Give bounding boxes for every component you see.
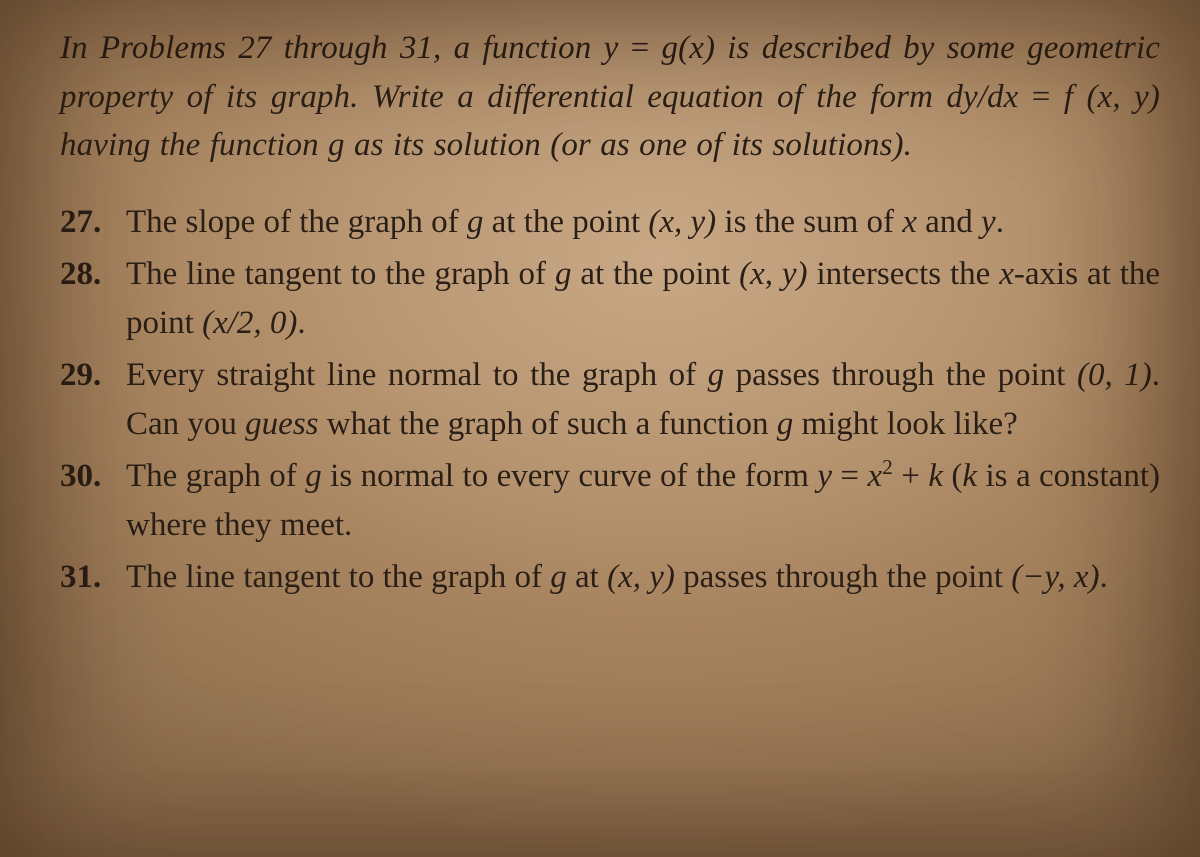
text: having the function [60, 127, 328, 163]
text: . [1100, 559, 1108, 595]
math-point: (x/2, 0) [202, 305, 297, 341]
math-y: y [981, 204, 996, 240]
text: at the point [571, 256, 739, 292]
problem-number: 29. [60, 351, 126, 400]
problem-number: 28. [60, 250, 126, 299]
math-dydx: dy/dx [946, 79, 1018, 115]
math-point: (0, 1) [1077, 357, 1152, 393]
text: is the sum of [716, 204, 902, 240]
text: is normal to every curve of the form [322, 458, 818, 494]
math-g: g [467, 204, 484, 240]
text: The line tangent to the graph of [126, 256, 555, 292]
problem-text: Every straight line normal to the graph … [126, 351, 1160, 448]
text: what the graph of such a function [319, 406, 777, 442]
problem-30: 30. The graph of g is normal to every cu… [60, 452, 1160, 549]
text: = [1018, 79, 1064, 115]
problem-number: 30. [60, 452, 126, 501]
math-x: x [999, 256, 1014, 292]
text: The line tangent to the graph of [126, 559, 550, 595]
text: passes through the point [724, 357, 1077, 393]
emphasis-guess: guess [245, 406, 318, 442]
text: . [297, 305, 305, 341]
text: In Problems 27 through 31, a function [60, 30, 604, 66]
text: intersects the [808, 256, 1000, 292]
math-gx: g(x) [662, 30, 716, 66]
problem-text: The graph of g is normal to every curve … [126, 452, 1160, 549]
text: might look like? [793, 406, 1018, 442]
math-point: (−y, x) [1011, 559, 1099, 595]
math-y: y [604, 30, 619, 66]
math-k: k [962, 458, 977, 494]
text: as its solution (or as one of its soluti… [345, 127, 912, 163]
problem-text: The line tangent to the graph of g at (x… [126, 553, 1160, 602]
text: passes through the point [675, 559, 1011, 595]
problem-number: 31. [60, 553, 126, 602]
problem-text: The line tangent to the graph of g at th… [126, 250, 1160, 347]
math-point: (x, y) [648, 204, 716, 240]
math-exponent: 2 [882, 455, 893, 479]
math-point: (x, y) [739, 256, 807, 292]
text: and [917, 204, 981, 240]
text: Every straight line normal to the graph … [126, 357, 708, 393]
math-x: x [867, 458, 882, 494]
math-g: g [305, 458, 322, 494]
problem-31: 31. The line tangent to the graph of g a… [60, 553, 1160, 602]
problem-27: 27. The slope of the graph of g at the p… [60, 198, 1160, 247]
text: at the point [483, 204, 648, 240]
math-fxy: f (x, y) [1064, 79, 1160, 115]
problem-text: The slope of the graph of g at the point… [126, 198, 1160, 247]
problem-28: 28. The line tangent to the graph of g a… [60, 250, 1160, 347]
math-x: x [902, 204, 917, 240]
math-y: y [817, 458, 832, 494]
text: The graph of [126, 458, 305, 494]
math-point: (x, y) [607, 559, 675, 595]
text: ( [943, 458, 962, 494]
text: = [618, 30, 661, 66]
math-k: k [928, 458, 943, 494]
text: at [567, 559, 607, 595]
text: . [996, 204, 1004, 240]
math-g: g [328, 127, 345, 163]
problem-number: 27. [60, 198, 126, 247]
text: The slope of the graph of [126, 204, 467, 240]
text: = [832, 458, 867, 494]
problem-set-instructions: In Problems 27 through 31, a function y … [60, 24, 1160, 170]
math-g: g [708, 357, 725, 393]
math-g: g [550, 559, 567, 595]
math-g: g [777, 406, 794, 442]
math-g: g [555, 256, 572, 292]
text: + [893, 458, 928, 494]
problem-29: 29. Every straight line normal to the gr… [60, 351, 1160, 448]
textbook-page: In Problems 27 through 31, a function y … [60, 24, 1160, 827]
